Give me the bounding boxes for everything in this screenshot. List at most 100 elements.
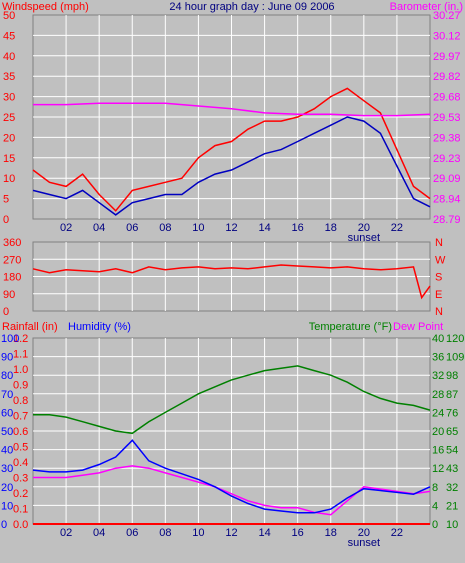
wind-axis-tick-label: 25 [3,112,15,124]
rain-axis-tick-label: 1.2 [13,333,28,345]
baro-axis-title: Barometer (in.) [390,1,463,13]
wind-panel-x-tick-label: 14 [258,222,270,234]
climate-panel-x-tick-label: 12 [225,527,237,539]
dewpoint-line [33,465,431,516]
wind-panel-x-tick-label: 18 [325,222,337,234]
temp-f-axis-tick-label: 120 [446,333,464,345]
wind-axis-tick-label: 5 [3,194,9,206]
wind-panel-sunset-label: sunset [348,232,380,244]
temp-c-axis-tick-label: 4 [432,500,438,512]
rain-axis-tick-label: 0.5 [13,442,28,454]
wind-axis-tick-label: 0 [3,214,9,226]
direction-axis-tick-label: 0 [3,306,9,318]
climate-panel-x-tick-label: 06 [126,527,138,539]
humidity-axis-tick-label: 80 [1,370,13,382]
humidity-axis-tick-label: 60 [1,407,13,419]
wind-axis-tick-label: 10 [3,173,15,185]
wind-axis-tick-label: 30 [3,92,15,104]
wind-panel-x-tick-label: 02 [60,222,72,234]
compass-axis-tick-label: W [435,254,446,266]
baro-axis-tick-label: 28.79 [433,214,461,226]
wind-axis-tick-label: 40 [3,51,15,63]
temp-f-axis-tick-label: 109 [446,352,464,364]
wind-panel-x-tick-label: 08 [159,222,171,234]
climate-panel-x-tick-label: 02 [60,527,72,539]
humidity-axis-tick-label: 40 [1,445,13,457]
climate-panel-x-tick-label: 18 [325,527,337,539]
baro-axis-tick-label: 29.97 [433,51,461,63]
baro-axis-tick-label: 29.82 [433,71,461,83]
baro-axis-tick-label: 29.68 [433,92,461,104]
humidity-axis-title: Humidity (%) [68,321,131,333]
temp-f-axis-tick-label: 43 [446,463,458,475]
baro-axis-tick-label: 30.12 [433,30,461,42]
humidity-axis-tick-label: 0 [1,519,7,531]
temperature-line [33,365,431,435]
direction-axis-tick-label: 360 [3,237,21,249]
chart-title: 24 hour graph day : June 09 2006 [169,1,334,13]
rain-axis-tick-label: 0.0 [13,519,28,531]
climate-panel-x-tick-label: 20 [358,527,370,539]
rain-axis-tick-label: 0.3 [13,473,28,485]
wind-axis-tick-label: 50 [3,10,15,22]
climate-panel-sunset-label: sunset [348,537,380,549]
humidity-axis-tick-label: 70 [1,389,13,401]
windspeed-line [32,87,431,212]
temp-f-axis-tick-label: 54 [446,445,458,457]
rain-axis-tick-label: 1.0 [13,364,28,376]
compass-axis-tick-label: N [435,306,443,318]
temp-c-axis-tick-label: 36 [432,352,444,364]
temp-c-axis-tick-label: 24 [432,407,444,419]
barometer-line [33,102,431,117]
wind-axis-tick-label: 45 [3,30,15,42]
wind-panel-x-tick-label: 04 [93,222,105,234]
direction-axis-tick-label: 180 [3,272,21,284]
wind-panel-x-tick-label: 06 [126,222,138,234]
rain-axis-tick-label: 0.7 [13,411,28,423]
wind-panel-x-tick-label: 16 [292,222,304,234]
temp-c-axis-tick-label: 8 [432,482,438,494]
wind-axis-tick-label: 35 [3,71,15,83]
baro-axis-tick-label: 29.09 [433,173,461,185]
direction-axis-tick-label: 270 [3,254,21,266]
climate-panel-x-tick-label: 04 [93,527,105,539]
wind-axis-title: Windspeed (mph) [2,1,89,13]
baro-axis-tick-label: 29.53 [433,112,461,124]
climate-panel-x-tick-label: 22 [391,527,403,539]
rain-axis-tick-label: 0.9 [13,380,28,392]
temp-c-axis-tick-label: 40 [432,333,444,345]
temp-f-axis-tick-label: 87 [446,389,458,401]
dewpoint-axis-title: Dew Point [393,321,443,333]
rain-axis-tick-label: 1.1 [13,349,28,361]
temp-f-axis-tick-label: 76 [446,407,458,419]
temp-c-axis-tick-label: 16 [432,445,444,457]
climate-panel-x-tick-label: 14 [258,527,270,539]
rain-axis-tick-label: 0.6 [13,426,28,438]
baro-axis-tick-label: 29.38 [433,132,461,144]
temp-c-axis-tick-label: 0 [432,519,438,531]
temp-c-axis-tick-label: 12 [432,463,444,475]
baro-axis-tick-label: 29.23 [433,153,461,165]
temp-c-axis-tick-label: 20 [432,426,444,438]
humidity-axis-tick-label: 50 [1,426,13,438]
temp-f-axis-tick-label: 10 [446,519,458,531]
compass-axis-tick-label: E [435,289,442,301]
windspeed-average-line [32,116,431,216]
wind-axis-tick-label: 15 [3,153,15,165]
climate-panel-x-tick-label: 16 [292,527,304,539]
baro-axis-tick-label: 30.27 [433,10,461,22]
humidity-axis-tick-label: 90 [1,352,13,364]
temp-c-axis-tick-label: 28 [432,389,444,401]
humidity-axis-tick-label: 20 [1,482,13,494]
wind-axis-tick-label: 20 [3,132,15,144]
rain-axis-tick-label: 0.4 [13,457,28,469]
temperature-axis-title: Temperature (°F) [309,321,392,333]
wind-direction-line [32,264,431,300]
wind-panel-x-tick-label: 12 [225,222,237,234]
wind-panel-x-tick-label: 22 [391,222,403,234]
direction-axis-tick-label: 90 [3,289,15,301]
climate-panel-x-tick-label: 10 [192,527,204,539]
rain-axis-tick-label: 0.8 [13,395,28,407]
